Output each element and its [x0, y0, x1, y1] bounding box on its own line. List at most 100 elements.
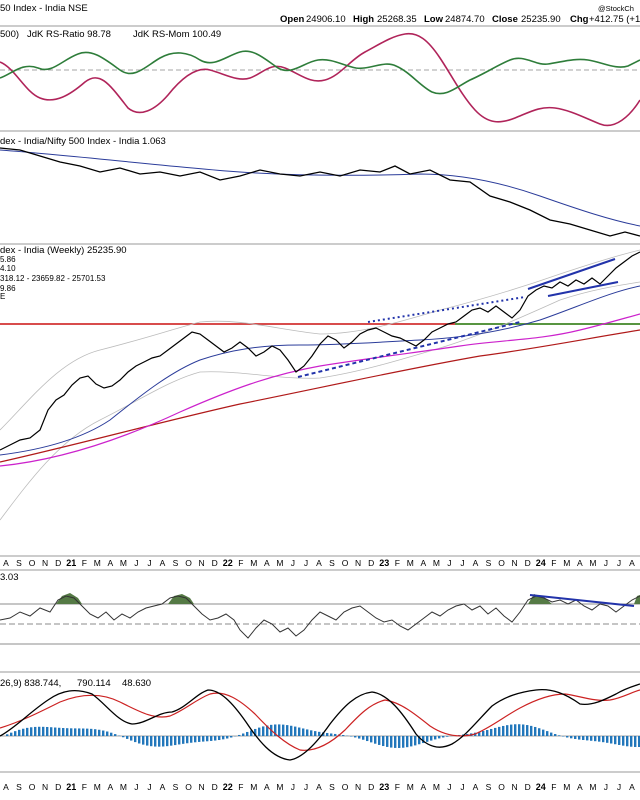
x-axis-bottom-tick-label: A [160, 782, 166, 792]
macd-hist-bar [578, 736, 581, 740]
macd-hist-bar [498, 726, 501, 736]
relative-panel: dex - India/Nifty 500 Index - India 1.06… [0, 136, 640, 245]
high-label: High [353, 14, 374, 25]
macd-hist-bar [66, 728, 69, 736]
macd-hist-bar [330, 733, 333, 736]
macd-hist-bar [574, 736, 577, 740]
macd-hist-bar [410, 736, 413, 747]
relative-ma-line [0, 149, 640, 227]
x-axis-bottom-tick-label: O [29, 782, 36, 792]
macd-hist-bar [274, 724, 277, 736]
macd-hist-bar [606, 736, 609, 743]
x-axis-top-tick-label: S [486, 558, 492, 568]
macd-hist-bar [246, 731, 249, 736]
x-axis-bottom-tick-label: M [433, 782, 440, 792]
rrg-legend-prefix: 500) [0, 29, 19, 40]
macd-hist-bar [526, 725, 529, 736]
x-axis-bottom-tick-label: D [55, 782, 61, 792]
macd-hist-bar [442, 736, 445, 738]
macd-hist-bar [386, 736, 389, 747]
macd-hist-bar [70, 728, 73, 736]
x-axis-bottom-tick-label: N [512, 782, 518, 792]
macd-hist-bar [302, 728, 305, 736]
macd-hist-bar [174, 736, 177, 746]
macd-hist-bar [230, 736, 233, 738]
macd-hist-bar [434, 736, 437, 740]
macd-hist-bar [258, 727, 261, 736]
macd-hist-bar [602, 736, 605, 743]
macd-hist-bar [106, 731, 109, 736]
macd-hist-bar [622, 736, 625, 746]
low-label: Low [424, 14, 444, 25]
macd-hist-bar [630, 736, 633, 747]
x-axis-top-tick-label: A [264, 558, 270, 568]
macd-hist-bar [162, 736, 165, 747]
ma-magenta [0, 313, 640, 467]
macd-hist-bar [314, 731, 317, 736]
x-axis-bottom: A S O N D 21 F M A M J J A S O N D 22 F M A M J J A S O N D 23 F M A M J J A… [3, 782, 635, 792]
x-axis-top-tick-label: J [304, 558, 308, 568]
macd-hist-bar [502, 725, 505, 736]
macd-hist-bar [546, 731, 549, 736]
macd-hist-bar [62, 728, 65, 736]
macd-hist-bar [50, 727, 53, 736]
x-axis-top-tick-label: J [134, 558, 138, 568]
x-axis-bottom-tick-label: S [173, 782, 179, 792]
macd-hist-bar [614, 736, 617, 745]
macd-hist-bar [34, 726, 37, 736]
macd-panel: 26,9) 838.744, 790.114 48.630 [0, 678, 640, 773]
x-axis-top-tick-label: 24 [536, 558, 546, 568]
macd-hist-bar [18, 729, 21, 736]
macd-hist-bar [90, 728, 93, 736]
macd-hist-value: 48.630 [122, 678, 151, 689]
price-panel: dex - India (Weekly) 25235.90 5.86 4.10 … [0, 245, 640, 557]
x-axis-bottom-tick-label: M [589, 782, 596, 792]
macd-hist-bar [542, 729, 545, 736]
x-axis-top-tick-label: D [525, 558, 531, 568]
macd-hist-bar [586, 736, 589, 741]
watermark: @StockCh [598, 4, 634, 13]
open-value: 24906.10 [306, 14, 346, 25]
rsi-divergence-line [529, 594, 635, 607]
macd-hist-bar [278, 724, 281, 736]
macd-hist-bar [342, 735, 345, 736]
macd-hist-bar [166, 736, 169, 747]
close-label: Close [492, 14, 518, 25]
macd-legend-prefix: 26,9) 838.744, [0, 678, 61, 689]
x-axis-top-tick-label: J [460, 558, 464, 568]
x-axis-top-tick-label: A [420, 558, 426, 568]
macd-hist-bar [290, 725, 293, 736]
ma-label-3: 318.12 - 23659.82 - 25701.53 [0, 274, 106, 283]
x-axis-bottom-tick-label: M [120, 782, 127, 792]
x-axis-top-tick-label: N [42, 558, 48, 568]
macd-hist-bar [14, 731, 17, 736]
x-axis-top-tick-label: O [29, 558, 36, 568]
price-line [0, 251, 640, 451]
macd-hist-bar [222, 736, 225, 740]
x-axis-bottom-tick-label: O [342, 782, 349, 792]
x-axis-top-tick-label: F [551, 558, 556, 568]
x-axis-top-tick-label: D [212, 558, 218, 568]
macd-hist-bar [518, 724, 521, 736]
x-axis-bottom-tick-label: A [264, 782, 270, 792]
x-axis-top-tick-label: M [276, 558, 283, 568]
macd-hist-bar [486, 730, 489, 736]
macd-hist-bar [250, 730, 253, 736]
x-axis-bottom-tick-label: A [629, 782, 635, 792]
macd-hist-bar [382, 736, 385, 747]
macd-line [0, 683, 640, 761]
x-axis-top-tick-label: M [563, 558, 570, 568]
macd-hist-bar [198, 736, 201, 742]
macd-hist-bar [554, 733, 557, 736]
macd-hist-bar [214, 736, 217, 741]
chart-title: 50 Index - India NSE [0, 3, 88, 14]
x-axis-bottom-tick-label: D [368, 782, 374, 792]
macd-hist-bar [146, 736, 149, 746]
macd-hist-bar [38, 726, 41, 736]
macd-hist-bar [10, 732, 13, 736]
macd-hist-bar [170, 736, 173, 746]
x-axis-bottom-tick-label: J [134, 782, 138, 792]
macd-signal-line [0, 689, 640, 751]
rsi-line [0, 595, 640, 639]
macd-hist-bar [190, 736, 193, 743]
